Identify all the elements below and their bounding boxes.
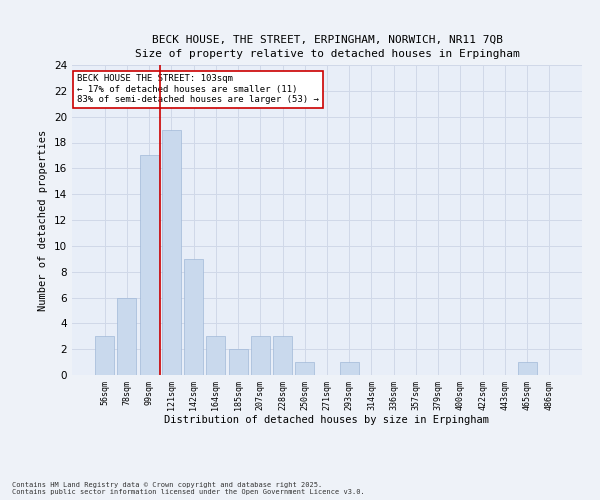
Bar [206, 336, 225, 375]
Title: BECK HOUSE, THE STREET, ERPINGHAM, NORWICH, NR11 7QB
Size of property relative t: BECK HOUSE, THE STREET, ERPINGHAM, NORWI… [134, 34, 520, 58]
Bar [118, 298, 136, 375]
Bar [273, 336, 292, 375]
X-axis label: Distribution of detached houses by size in Erpingham: Distribution of detached houses by size … [164, 416, 490, 426]
Bar [162, 130, 181, 375]
Y-axis label: Number of detached properties: Number of detached properties [38, 130, 49, 310]
Text: BECK HOUSE THE STREET: 103sqm
← 17% of detached houses are smaller (11)
83% of s: BECK HOUSE THE STREET: 103sqm ← 17% of d… [77, 74, 319, 104]
Bar [518, 362, 536, 375]
Bar [140, 156, 158, 375]
Bar [184, 259, 203, 375]
Bar [340, 362, 359, 375]
Text: Contains HM Land Registry data © Crown copyright and database right 2025.
Contai: Contains HM Land Registry data © Crown c… [12, 482, 365, 495]
Bar [229, 349, 248, 375]
Bar [251, 336, 270, 375]
Bar [295, 362, 314, 375]
Bar [95, 336, 114, 375]
